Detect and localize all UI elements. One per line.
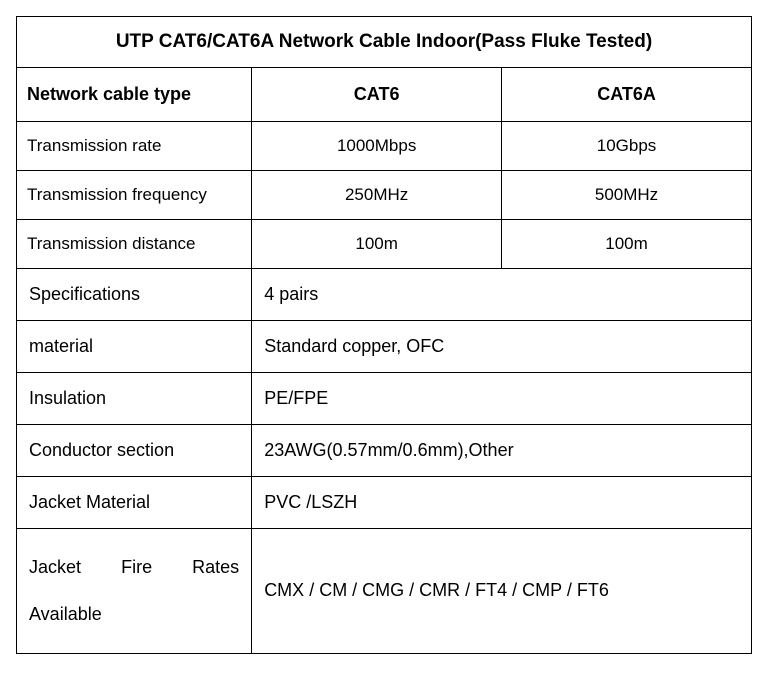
header-col1: Network cable type	[17, 68, 252, 122]
table-row: Specifications 4 pairs	[17, 269, 752, 321]
table-row: material Standard copper, OFC	[17, 321, 752, 373]
row-value: 500MHz	[502, 171, 752, 220]
row-label: Conductor section	[17, 425, 252, 477]
row-value: 10Gbps	[502, 122, 752, 171]
table-title: UTP CAT6/CAT6A Network Cable Indoor(Pass…	[17, 17, 752, 68]
row-value: 100m	[252, 220, 502, 269]
row-label-line2: Available	[29, 591, 239, 638]
row-value: 1000Mbps	[252, 122, 502, 171]
row-label: Insulation	[17, 373, 252, 425]
title-row: UTP CAT6/CAT6A Network Cable Indoor(Pass…	[17, 17, 752, 68]
table-row: Insulation PE/FPE	[17, 373, 752, 425]
row-label: Transmission distance	[17, 220, 252, 269]
table-row-jacket-fire: Jacket Fire Rates Available CMX / CM / C…	[17, 529, 752, 654]
table-row: Transmission frequency 250MHz 500MHz	[17, 171, 752, 220]
row-value: Standard copper, OFC	[252, 321, 752, 373]
table-row: Conductor section 23AWG(0.57mm/0.6mm),Ot…	[17, 425, 752, 477]
row-value: CMX / CM / CMG / CMR / FT4 / CMP / FT6	[252, 529, 752, 654]
spec-table: UTP CAT6/CAT6A Network Cable Indoor(Pass…	[16, 16, 752, 654]
row-label-jacket-fire: Jacket Fire Rates Available	[17, 529, 252, 654]
row-value: 100m	[502, 220, 752, 269]
row-value: 4 pairs	[252, 269, 752, 321]
row-label: material	[17, 321, 252, 373]
row-value: 250MHz	[252, 171, 502, 220]
row-value: PVC /LSZH	[252, 477, 752, 529]
header-col2: CAT6	[252, 68, 502, 122]
table-row: Transmission distance 100m 100m	[17, 220, 752, 269]
row-value: 23AWG(0.57mm/0.6mm),Other	[252, 425, 752, 477]
row-label-line1: Jacket Fire Rates	[29, 544, 239, 591]
table-row: Transmission rate 1000Mbps 10Gbps	[17, 122, 752, 171]
row-label: Transmission rate	[17, 122, 252, 171]
row-label: Specifications	[17, 269, 252, 321]
row-value: PE/FPE	[252, 373, 752, 425]
row-label: Transmission frequency	[17, 171, 252, 220]
row-label: Jacket Material	[17, 477, 252, 529]
header-col3: CAT6A	[502, 68, 752, 122]
header-row: Network cable type CAT6 CAT6A	[17, 68, 752, 122]
table-row: Jacket Material PVC /LSZH	[17, 477, 752, 529]
